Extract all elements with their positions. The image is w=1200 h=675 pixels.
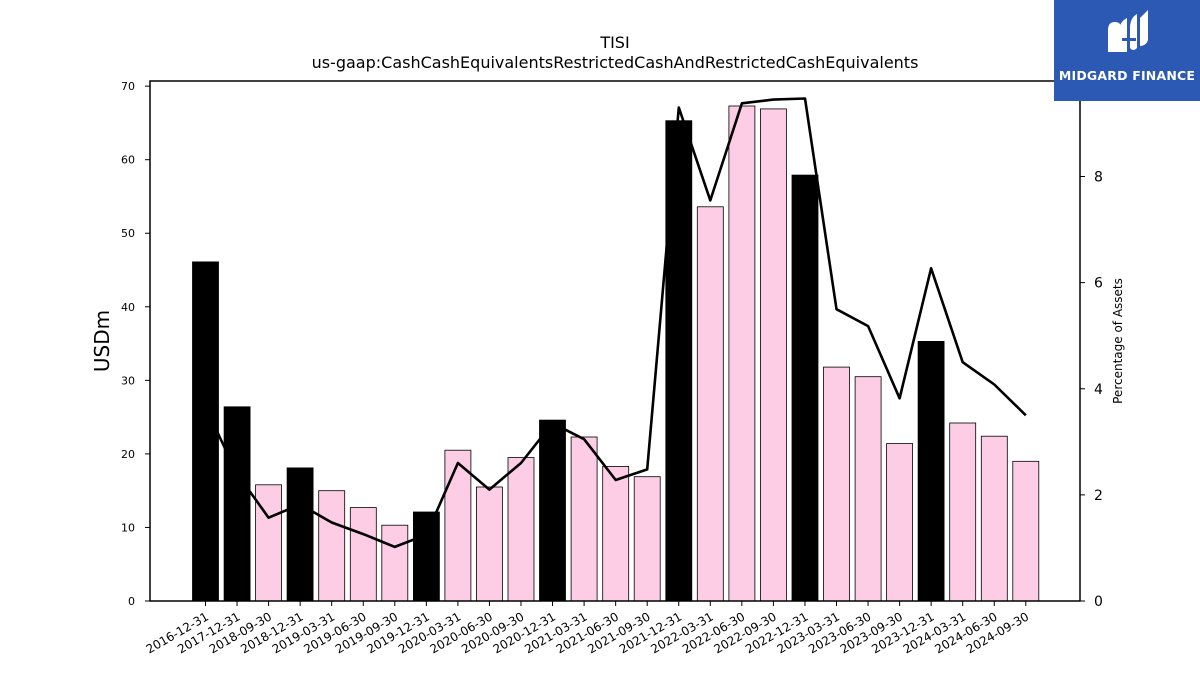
midgard-logo-icon [1108, 10, 1148, 52]
bar [949, 422, 977, 602]
y-tick-label: 50 [121, 227, 135, 240]
y2-tick-label: 8 [1094, 170, 1103, 186]
bar [791, 174, 819, 602]
bar [381, 524, 409, 602]
y2-tick-label: 2 [1094, 488, 1103, 504]
logo-text: MIDGARD FINANCE [1058, 68, 1196, 83]
plot-frame [149, 80, 1081, 602]
bar [696, 206, 724, 602]
y-axis-left: 0 10 20 30 40 50 60 70 [121, 80, 150, 608]
chart-subtitle: us-gaap:CashCashEquivalentsRestrictedCas… [312, 53, 919, 72]
bar [570, 436, 598, 602]
y-tick-label: 20 [121, 448, 135, 461]
bar [602, 465, 630, 602]
bar [412, 511, 440, 602]
bar [349, 507, 377, 602]
y-tick-label: 30 [121, 374, 135, 387]
y-tick-label: 40 [121, 301, 135, 314]
bar [255, 484, 283, 602]
bar [444, 449, 472, 602]
y-tick-label: 0 [128, 595, 135, 608]
bar [665, 120, 693, 602]
bar [539, 419, 566, 602]
bar [760, 108, 787, 602]
y-axis-right: 0 2 4 6 8 [1080, 170, 1103, 610]
y-tick-label: 60 [121, 154, 135, 167]
y2-axis-label: Percentage of Assets [1111, 278, 1125, 404]
x-axis: 2016-12-312017-12-312018-09-302018-12-31… [144, 601, 1031, 656]
bar [192, 261, 219, 602]
bar [728, 105, 756, 602]
bar [475, 486, 503, 602]
bar [980, 435, 1008, 602]
line-group [204, 97, 1027, 549]
bar [886, 443, 913, 602]
bar [1012, 460, 1040, 602]
bar [854, 376, 882, 602]
y2-tick-label: 0 [1094, 594, 1103, 610]
series-line [204, 97, 1027, 549]
bar [917, 340, 945, 602]
y2-tick-label: 6 [1094, 276, 1103, 292]
y-tick-label: 10 [121, 521, 135, 534]
bar [633, 476, 661, 602]
y-tick-label: 70 [121, 80, 135, 93]
chart-title: TISI [599, 33, 629, 52]
y2-tick-label: 4 [1094, 382, 1103, 398]
y-axis-label: USDm [90, 310, 114, 372]
bar [223, 406, 251, 602]
bar-group [192, 105, 1040, 602]
bar [823, 366, 850, 602]
midgard-finance-logo: MIDGARD FINANCE [1054, 0, 1200, 101]
bar [286, 467, 314, 602]
bar [318, 490, 346, 602]
bar [507, 457, 535, 602]
